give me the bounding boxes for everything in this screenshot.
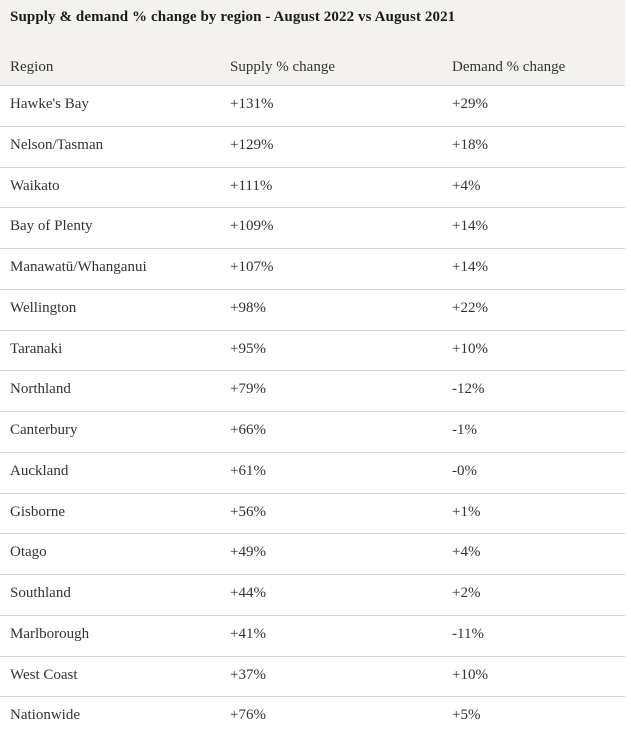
region-cell: Auckland	[10, 462, 69, 479]
region-cell: Wellington	[10, 299, 77, 316]
region-cell: Taranaki	[10, 340, 63, 357]
table-header-block: Supply & demand % change by region - Aug…	[0, 0, 625, 86]
supply-cell: +79%	[230, 381, 266, 398]
supply-cell: +76%	[230, 707, 266, 724]
region-cell: Otago	[10, 544, 47, 561]
demand-cell: +29%	[452, 96, 488, 112]
supply-cell: +37%	[230, 666, 266, 683]
column-header-demand: Demand % change	[452, 59, 566, 75]
demand-cell: +14%	[452, 259, 488, 275]
demand-cell: +14%	[452, 218, 488, 235]
column-header-row: Region Supply % change Demand % change	[10, 58, 615, 77]
region-cell: Manawatū/Whanganui	[10, 259, 147, 275]
region-cell: Nelson/Tasman	[10, 136, 104, 153]
supply-cell: +109%	[230, 218, 274, 235]
table-row: Auckland +61% -0%	[0, 452, 625, 494]
demand-cell: -12%	[452, 381, 485, 398]
supply-cell: +61%	[230, 462, 266, 479]
region-cell: Southland	[10, 585, 71, 601]
table-row: Canterbury +66% -1%	[0, 412, 625, 453]
table-row: Bay of Plenty +109% +14%	[0, 208, 625, 249]
table-row: Marlborough +41% -11%	[0, 615, 625, 657]
demand-cell: +10%	[452, 340, 488, 357]
table-row: Hawke's Bay +131% +29%	[0, 86, 625, 127]
supply-cell: +107%	[230, 259, 274, 275]
table-row: West Coast +37% +10%	[0, 656, 625, 698]
region-cell: Gisborne	[10, 503, 65, 520]
supply-cell: +66%	[230, 422, 266, 438]
table-row: Waikato +111% +4%	[0, 167, 625, 209]
table-row: Nationwide +76% +5%	[0, 697, 625, 738]
table-row: Northland +79% -12%	[0, 371, 625, 412]
region-cell: West Coast	[10, 666, 78, 683]
table-row: Gisborne +56% +1%	[0, 493, 625, 535]
supply-cell: +41%	[230, 625, 266, 642]
table-row: Taranaki +95% +10%	[0, 330, 625, 372]
region-cell: Bay of Plenty	[10, 218, 93, 235]
table-title: Supply & demand % change by region - Aug…	[10, 9, 456, 25]
demand-cell: +5%	[452, 707, 481, 724]
region-cell: Marlborough	[10, 625, 90, 642]
supply-cell: +44%	[230, 585, 266, 601]
supply-cell: +56%	[230, 503, 266, 520]
table-row: Manawatū/Whanganui +107% +14%	[0, 249, 625, 290]
demand-cell: -11%	[452, 625, 484, 642]
table-body: Hawke's Bay +131% +29% Nelson/Tasman +12…	[0, 86, 625, 738]
demand-cell: +22%	[452, 299, 488, 316]
supply-cell: +95%	[230, 340, 266, 357]
region-cell: Waikato	[10, 177, 60, 194]
demand-cell: -0%	[452, 462, 477, 479]
column-header-supply: Supply % change	[230, 59, 335, 75]
demand-cell: +1%	[452, 503, 481, 520]
region-cell: Northland	[10, 381, 71, 398]
demand-cell: +10%	[452, 666, 488, 683]
region-cell: Hawke's Bay	[10, 96, 89, 112]
demand-cell: +4%	[452, 544, 481, 561]
demand-cell: -1%	[452, 422, 477, 438]
supply-cell: +98%	[230, 299, 266, 316]
demand-cell: +18%	[452, 136, 488, 153]
table-row: Otago +49% +4%	[0, 534, 625, 575]
region-cell: Canterbury	[10, 422, 78, 438]
supply-cell: +131%	[230, 96, 274, 112]
column-header-region: Region	[10, 59, 54, 75]
demand-cell: +2%	[452, 585, 481, 601]
table-row: Nelson/Tasman +129% +18%	[0, 126, 625, 168]
table-row: Wellington +98% +22%	[0, 289, 625, 331]
region-cell: Nationwide	[10, 707, 80, 724]
supply-cell: +49%	[230, 544, 266, 561]
supply-cell: +129%	[230, 136, 274, 153]
demand-cell: +4%	[452, 177, 481, 194]
table-row: Southland +44% +2%	[0, 575, 625, 616]
supply-cell: +111%	[230, 177, 273, 194]
